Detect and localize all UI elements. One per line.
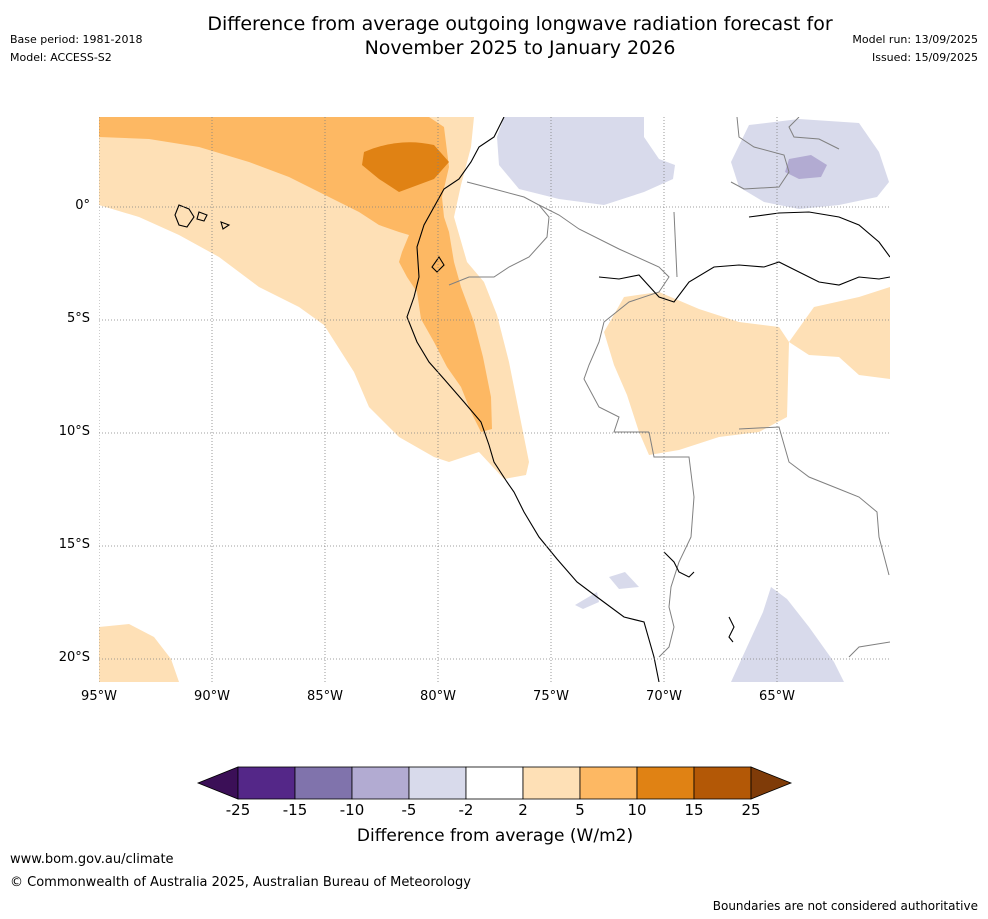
- lon-label-65w: 65°W: [759, 689, 795, 704]
- lon-label-95w: 95°W: [81, 689, 117, 704]
- small-purple-patches: [575, 572, 639, 609]
- lat-label-20s: 20°S: [58, 650, 90, 665]
- colorbar-tick: -5: [401, 801, 417, 819]
- colorbar-segment: [237, 766, 296, 800]
- lon-label-85w: 85°W: [307, 689, 343, 704]
- map-title: Difference from average outgoing longwav…: [150, 12, 890, 60]
- bom-url-link[interactable]: www.bom.gov.au/climate: [10, 852, 174, 867]
- colorbar-tick: 5: [575, 801, 585, 819]
- lat-label-10s: 10°S: [58, 424, 90, 439]
- dark-orange-core: [362, 142, 449, 192]
- lon-label-70w: 70°W: [646, 689, 682, 704]
- colorbar-tick: -2: [458, 801, 474, 819]
- colorbar-segment: [636, 766, 695, 800]
- colorbar-tick: -15: [282, 801, 308, 819]
- southeast-purple-field: [731, 587, 844, 682]
- boundaries-disclaimer: Boundaries are not considered authoritat…: [712, 899, 978, 913]
- orange-coast-field: [99, 117, 492, 432]
- colorbar-extend-low: [196, 766, 239, 800]
- lon-label-80w: 80°W: [420, 689, 456, 704]
- colorbar: [196, 766, 793, 800]
- amazon-light-orange-field: [604, 292, 789, 455]
- base-period-text: Base period: 1981-2018: [10, 33, 143, 46]
- colorbar-tick: 2: [518, 801, 528, 819]
- map-panel: [99, 117, 890, 682]
- colorbar-segment: [408, 766, 467, 800]
- title-line-1: Difference from average outgoing longwav…: [207, 13, 833, 35]
- graticule: [99, 117, 890, 682]
- model-text: Model: ACCESS-S2: [10, 51, 112, 64]
- coastlines: [174, 117, 890, 682]
- colorbar-tick: 10: [627, 801, 647, 819]
- colorbar-tick: 25: [741, 801, 761, 819]
- lat-label-0: 0°: [75, 198, 90, 213]
- copyright-text: © Commonwealth of Australia 2025, Austra…: [10, 875, 471, 890]
- country-borders: [448, 117, 890, 658]
- colorbar-tick: 15: [684, 801, 704, 819]
- southwest-light-orange-field: [99, 624, 179, 682]
- colorbar-segment: [522, 766, 581, 800]
- colorbar-tick: -10: [339, 801, 365, 819]
- colorbar-tick: -25: [225, 801, 251, 819]
- lat-label-5s: 5°S: [66, 311, 90, 326]
- lat-label-15s: 15°S: [58, 537, 90, 552]
- north-purple-field: [497, 117, 675, 205]
- negative-anomaly-fields: [497, 117, 889, 682]
- colorbar-extend-high: [750, 766, 793, 800]
- colorbar-segment: [465, 766, 524, 800]
- colorbar-label: Difference from average (W/m2): [356, 826, 634, 846]
- issued-text: Issued: 15/09/2025: [871, 51, 978, 64]
- east-light-orange-field: [789, 287, 890, 379]
- lon-label-75w: 75°W: [533, 689, 569, 704]
- colorbar-segment: [579, 766, 638, 800]
- northeast-medium-purple-core: [785, 155, 827, 179]
- colorbar-segment: [693, 766, 752, 800]
- model-run-text: Model run: 13/09/2025: [852, 33, 978, 46]
- colorbar-segment: [294, 766, 353, 800]
- lon-label-90w: 90°W: [194, 689, 230, 704]
- title-line-2: November 2025 to January 2026: [364, 37, 676, 59]
- colorbar-segment: [351, 766, 410, 800]
- positive-anomaly-fields: [99, 117, 890, 682]
